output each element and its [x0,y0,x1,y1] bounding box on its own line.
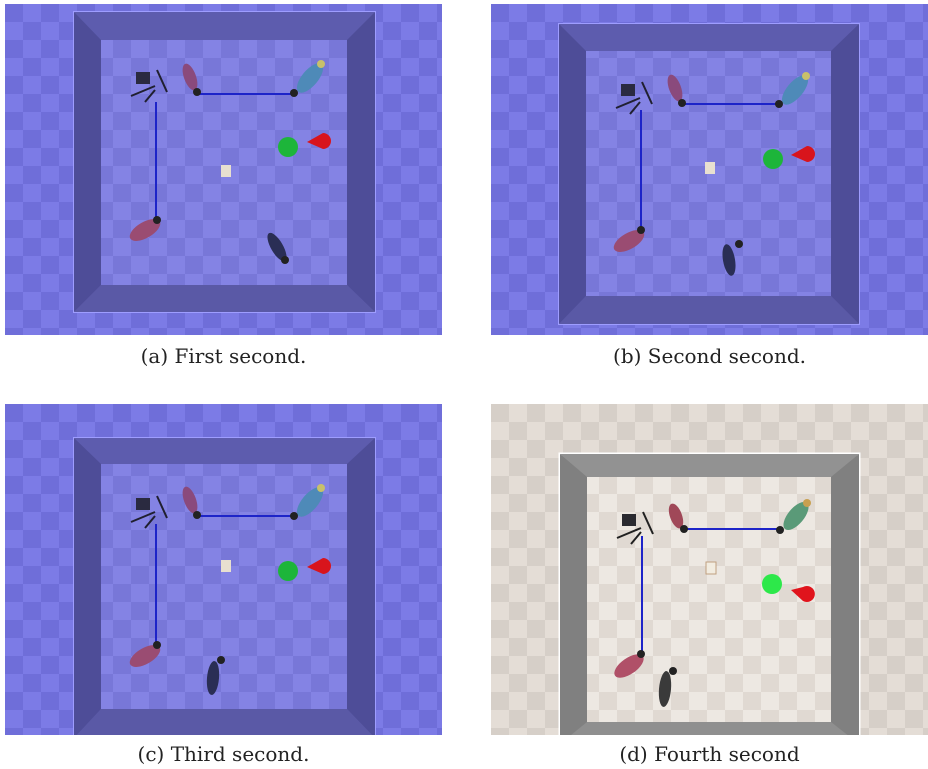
caption-c: (c) Third second. [137,742,310,766]
scene-b [491,4,928,335]
caption-a: (a) First second. [140,344,307,368]
goal-marker [278,561,298,581]
object-icon [221,165,231,177]
person-icon-top-right [290,484,325,520]
simulation-panel-d [491,404,928,735]
object-icon [705,162,715,174]
camera-rig-icon [130,495,168,529]
person-icon-top [182,63,201,96]
robot-direction-marker [307,133,331,149]
simulation-panel-b [491,4,928,335]
person-icon-walker [267,232,289,264]
object-icon [705,561,717,575]
scene-d [491,404,928,735]
robot-direction-marker [791,586,815,602]
caption-b: (b) Second second. [613,344,806,368]
camera-rig-icon [615,81,653,115]
robot-direction-marker [791,146,815,162]
person-icon-top [667,74,686,107]
camera-rig-icon [616,511,654,545]
person-icon-top-right [290,60,325,97]
camera-rig-icon [130,69,168,103]
person-icon-top [668,503,688,533]
goal-marker [763,149,783,169]
scene-c [5,404,442,735]
simulation-panel-c [5,404,442,735]
person-icon-walker [658,667,677,707]
person-icon-walker [206,656,225,695]
simulation-panel-a [5,4,442,335]
person-icon-left [129,216,161,241]
person-icon-left [614,650,645,678]
scene-a [5,4,442,335]
robot-direction-marker [307,558,331,574]
person-icon-top-right [776,499,811,534]
person-icon-top-right [775,72,810,108]
goal-marker [278,137,298,157]
caption-d: (d) Fourth second [619,742,800,766]
person-icon-left [129,641,161,667]
person-icon-top [182,486,201,519]
object-icon [221,560,231,572]
goal-marker [762,574,782,594]
person-icon-walker [722,240,743,276]
person-icon-left [613,226,645,252]
